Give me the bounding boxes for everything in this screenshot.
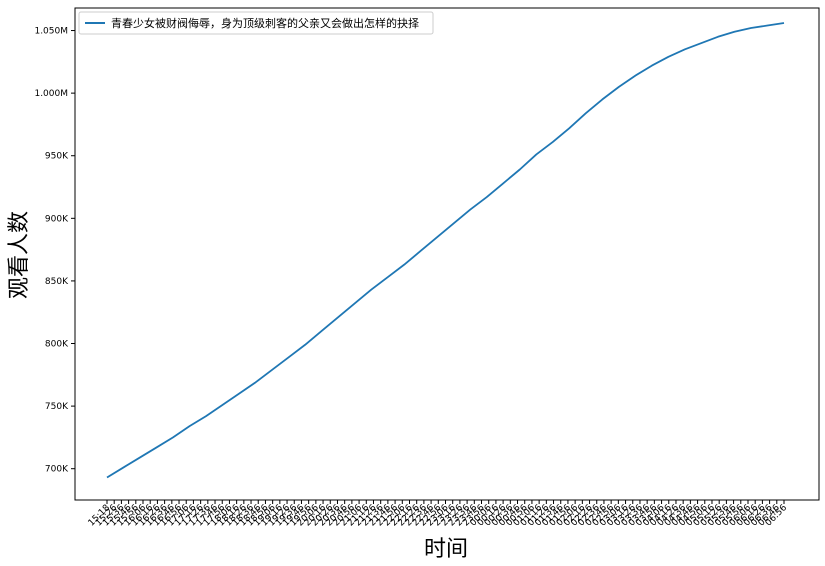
y-tick-label: 1.050M [34, 27, 68, 37]
y-tick-label: 1.000M [34, 89, 68, 99]
y-tick-label: 750K [45, 402, 69, 412]
legend-box [78, 11, 434, 35]
plot-area [74, 7, 820, 501]
y-axis: 700K 750K 800K 850K 900K 950K 1.000M 1.050M [34, 27, 75, 475]
y-tick-label: 950K [45, 152, 69, 162]
y-tick-label: 900K [45, 214, 69, 224]
y-tick-label: 850K [45, 277, 69, 287]
x-axis-title: 时间 [424, 537, 468, 562]
y-tick-label: 800K [45, 340, 69, 350]
y-axis-title: 观看人数 [7, 211, 32, 299]
x-axis: 15:1815:2615:3615:4615:5616:0616:1616:26… [87, 500, 789, 528]
legend-label: 青春少女被财阀侮辱，身为顶级刺客的父亲又会做出怎样的抉择 [111, 16, 419, 30]
series-layer [106, 22, 785, 479]
series-line [106, 22, 785, 479]
y-tick-label: 700K [45, 465, 69, 475]
legend: 青春少女被财阀侮辱，身为顶级刺客的父亲又会做出怎样的抉择 [78, 11, 434, 35]
